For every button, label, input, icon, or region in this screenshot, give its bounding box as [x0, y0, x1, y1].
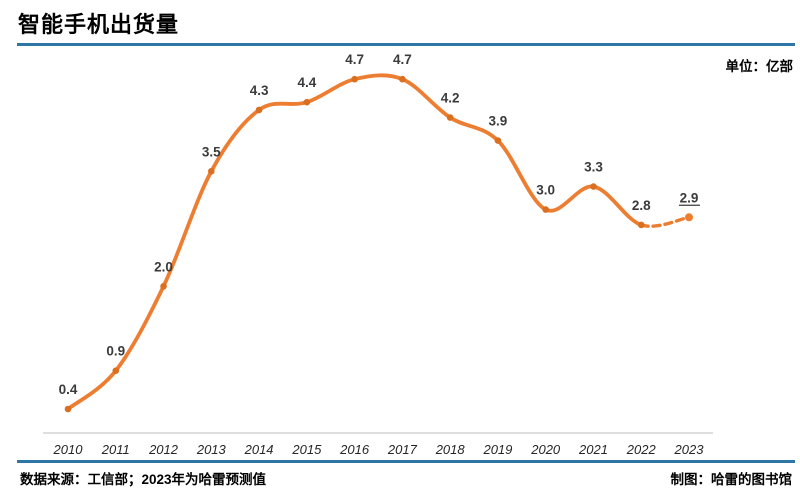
data-label-2012: 2.0: [154, 259, 173, 274]
title-rule: [17, 43, 795, 46]
data-label-2010: 0.4: [59, 382, 78, 397]
x-tick-2012: 2012: [148, 442, 179, 457]
data-point-2023: [685, 213, 694, 222]
data-label-2019: 3.9: [489, 114, 508, 129]
x-tick-2015: 2015: [291, 442, 322, 457]
x-tick-2010: 2010: [53, 442, 84, 457]
data-point-2018: [446, 114, 454, 121]
x-tick-2022: 2022: [626, 442, 657, 457]
data-point-2015: [303, 98, 311, 106]
page-title: 智能手机出货量: [18, 12, 180, 37]
data-point-2021: [590, 183, 597, 190]
x-tick-2017: 2017: [387, 442, 418, 457]
data-label-2018: 4.2: [441, 91, 460, 106]
x-tick-2011: 2011: [101, 442, 130, 457]
forecast-dashed-line: [639, 215, 691, 228]
unit-label: 单位：亿部: [725, 59, 794, 74]
data-label-2022: 2.8: [632, 198, 651, 213]
x-tick-2021: 2021: [578, 442, 608, 457]
series-line-solid: [66, 73, 644, 411]
data-label-2013: 3.5: [202, 144, 221, 159]
data-label-2023: 2.9: [680, 190, 699, 205]
data-point-2022: [637, 221, 645, 229]
data-point-2014: [255, 106, 263, 114]
data-label-2014: 4.3: [250, 83, 269, 98]
data-label-2011: 0.9: [106, 344, 125, 359]
footer-rule: [17, 460, 795, 463]
credit-note: 制图：哈雷的图书馆: [670, 472, 793, 487]
data-label-2017: 4.7: [393, 52, 412, 67]
x-tick-2019: 2019: [482, 442, 512, 457]
x-tick-2013: 2013: [196, 442, 227, 457]
data-point-2011: [112, 367, 120, 374]
data-label-2016: 4.7: [345, 52, 364, 67]
data-point-2019: [494, 137, 502, 144]
x-tick-2014: 2014: [244, 442, 274, 457]
data-label-2015: 4.4: [297, 75, 316, 90]
data-point-2010: [64, 405, 72, 413]
data-label-2020: 3.0: [536, 183, 555, 198]
data-point-2016: [351, 75, 358, 83]
data-point-2017: [399, 75, 406, 83]
data-point-2012: [160, 283, 167, 290]
x-tick-2016: 2016: [339, 442, 370, 457]
x-tick-2020: 2020: [530, 442, 561, 457]
data-label-2021: 3.3: [584, 160, 603, 175]
x-tick-2023: 2023: [674, 442, 705, 457]
data-source-note: 数据来源：工信部；2023年为哈雷预测值: [20, 472, 267, 487]
data-point-2013: [208, 167, 215, 175]
data-point-2020: [542, 206, 549, 213]
x-tick-2018: 2018: [435, 442, 466, 457]
